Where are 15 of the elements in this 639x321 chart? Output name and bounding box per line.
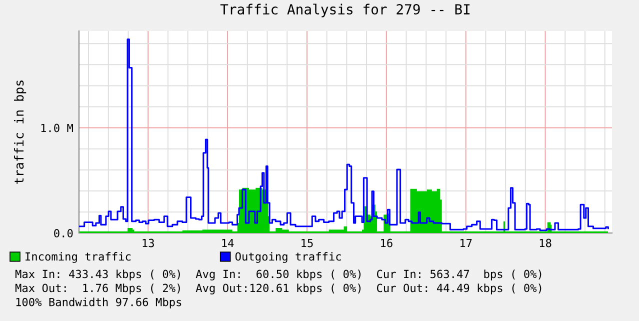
x-tick-label: 16 [381, 238, 392, 248]
legend-label: Outgoing traffic [235, 252, 341, 263]
y-tick-label: 1.0 M [41, 124, 73, 132]
y-tick-label: 0.0 [54, 229, 73, 238]
text: Max Out: 1.76 Mbps ( 2%) Avg Out:120.61 kbps ( 0%) Cur Out: 44.49 kbps ( 0%) [15, 284, 542, 294]
x-tick-label: 15 [302, 238, 313, 248]
x-tick-label: 18 [540, 238, 552, 248]
chart-title: Traffic Analysis for 279 -- BI [220, 4, 470, 18]
x-tick-label: 17 [460, 238, 472, 248]
x-tick-label: 13 [142, 238, 154, 248]
y-axis-title: traffic in bps [14, 80, 26, 184]
x-tick-label: 14 [222, 238, 234, 248]
legend-label: Incoming traffic [26, 252, 131, 263]
text: 100% Bandwidth 97.66 Mbps [16, 298, 182, 308]
text: Max In: 433.43 kbps ( 0%) Avg In: 60.50 kbps ( 0%) Cur In: 563.47 bps ( 0%) [15, 270, 542, 280]
